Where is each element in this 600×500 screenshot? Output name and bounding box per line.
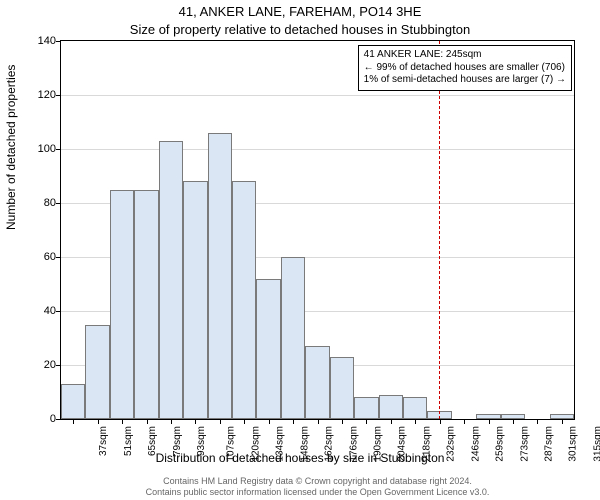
footer-attribution: Contains HM Land Registry data © Crown c… [60, 476, 575, 498]
y-tick-label: 140 [16, 35, 56, 47]
annotation-line3: 1% of semi-detached houses are larger (7… [364, 74, 566, 87]
y-tick-label: 20 [16, 359, 56, 371]
histogram-bar [183, 181, 207, 419]
annotation-line1: 41 ANKER LANE: 245sqm [364, 49, 566, 62]
y-tick-label: 120 [16, 89, 56, 101]
chart-title-sub: Size of property relative to detached ho… [0, 22, 600, 37]
annotation-box: 41 ANKER LANE: 245sqm ← 99% of detached … [358, 45, 572, 91]
histogram-bar [354, 397, 378, 419]
y-tick-label: 40 [16, 305, 56, 317]
histogram-bar [208, 133, 232, 419]
histogram-bar [501, 414, 525, 419]
histogram-bar [403, 397, 427, 419]
footer-line1: Contains HM Land Registry data © Crown c… [60, 476, 575, 487]
histogram-bar [550, 414, 574, 419]
histogram-bar [110, 190, 134, 420]
histogram-bars [61, 41, 574, 419]
y-tick-label: 100 [16, 143, 56, 155]
histogram-bar [330, 357, 354, 419]
chart-container: { "titles": { "main": "41, ANKER LANE, F… [0, 0, 600, 500]
x-axis-label: Distribution of detached houses by size … [0, 451, 600, 465]
histogram-bar [379, 395, 403, 419]
histogram-bar [305, 346, 329, 419]
annotation-line2: ← 99% of detached houses are smaller (70… [364, 62, 566, 75]
histogram-bar [159, 141, 183, 419]
y-tick-label: 0 [16, 413, 56, 425]
marker-line [439, 41, 440, 419]
y-tick-label: 60 [16, 251, 56, 263]
histogram-bar [281, 257, 305, 419]
plot-area: 41 ANKER LANE: 245sqm ← 99% of detached … [60, 40, 575, 420]
footer-line2: Contains public sector information licen… [60, 487, 575, 498]
histogram-bar [85, 325, 109, 420]
y-tick-label: 80 [16, 197, 56, 209]
histogram-bar [476, 414, 500, 419]
chart-title-main: 41, ANKER LANE, FAREHAM, PO14 3HE [0, 4, 600, 19]
histogram-bar [61, 384, 85, 419]
histogram-bar [134, 190, 158, 420]
histogram-bar [256, 279, 280, 419]
histogram-bar [232, 181, 256, 419]
